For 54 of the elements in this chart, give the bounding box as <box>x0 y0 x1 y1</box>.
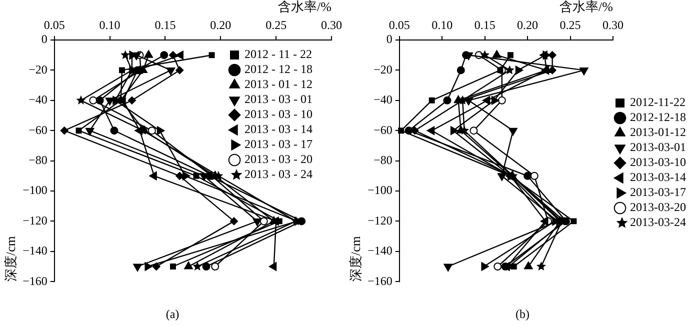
x-tick-label: 0.30 <box>321 18 342 32</box>
x-tick-label: 0.15 <box>154 18 176 32</box>
y-tick-label: −40 <box>28 92 48 107</box>
x-axis-title: 含水率/% <box>560 0 614 14</box>
legend-label: 2013-01-12 <box>630 125 686 140</box>
y-tick-label: −160 <box>22 274 48 288</box>
legend-label: 2013 - 03 - 20 <box>244 152 313 166</box>
legend-label: 2013-03-17 <box>630 185 686 200</box>
y-tick-label: −80 <box>374 152 392 167</box>
legend-label: 2013 - 03 - 10 <box>244 107 313 122</box>
y-tick-label: −40 <box>374 92 392 107</box>
x-tick-label: 0.20 <box>210 18 232 32</box>
y-tick-label: 0 <box>386 32 392 46</box>
legend-label: 2013 - 03 - 01 <box>244 92 313 106</box>
legend-label: 2012-12-18 <box>630 110 686 124</box>
y-tick-label: 0 <box>41 32 48 46</box>
y-axis-title: 深度/cm <box>3 236 18 282</box>
y-tick-label: −80 <box>28 152 48 167</box>
y-tick-label: −60 <box>28 122 48 137</box>
x-axis-title: 含水率/% <box>278 0 332 14</box>
text: (a) <box>166 306 180 321</box>
x-tick-label: 0.15 <box>474 18 496 32</box>
legend-label: 2012 - 11 - 22 <box>244 47 312 62</box>
x-tick-label: 0.10 <box>99 18 120 32</box>
legend-label: 2013-03-24 <box>630 215 686 230</box>
y-tick-label: −120 <box>368 213 392 228</box>
x-tick-label: 0.10 <box>432 18 453 32</box>
y-tick-label: −20 <box>28 62 48 76</box>
legend-label: 2013 - 03 - 24 <box>244 167 313 182</box>
x-tick-label: 0.05 <box>388 18 410 32</box>
legend-label: 2013-03-10 <box>630 155 686 170</box>
x-tick-label: 0.25 <box>266 18 287 32</box>
y-tick-label: −120 <box>22 213 48 228</box>
y-tick-label: −20 <box>374 62 392 76</box>
legend-label: 2013-03-20 <box>630 200 686 214</box>
y-tick-label: −140 <box>22 244 48 258</box>
legend-label: 2012 - 12 - 18 <box>244 62 313 76</box>
x-tick-label: 0.30 <box>602 18 624 32</box>
y-axis-title: 深度/cm <box>348 236 364 282</box>
y-tick-label: −100 <box>368 183 392 198</box>
y-tick-label: −160 <box>368 274 392 288</box>
legend-label: 2013-03-14 <box>630 170 686 184</box>
x-tick-label: 0.20 <box>517 18 538 32</box>
legend-label: 2013 - 03 - 14 <box>244 122 313 136</box>
text: (b) <box>516 306 530 321</box>
y-tick-label: −60 <box>374 122 392 137</box>
y-tick-label: −100 <box>22 183 48 198</box>
legend-label: 2013 - 03 - 17 <box>244 137 313 152</box>
legend-label: 2013 - 01 - 12 <box>244 77 313 92</box>
x-tick-label: 0.25 <box>560 18 581 32</box>
legend-label: 2012-11-22 <box>630 95 686 110</box>
legend-label: 2013-03-01 <box>630 140 686 154</box>
y-tick-label: −140 <box>368 244 392 258</box>
x-tick-label: 0.05 <box>44 18 65 32</box>
